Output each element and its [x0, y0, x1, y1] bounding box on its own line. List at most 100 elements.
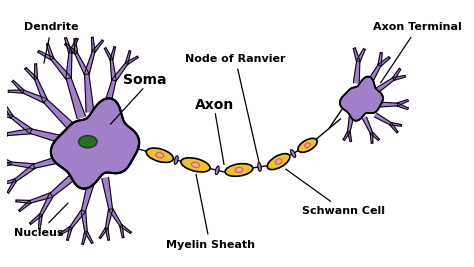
Polygon shape — [391, 123, 401, 126]
Ellipse shape — [156, 152, 164, 158]
Polygon shape — [340, 77, 383, 121]
Polygon shape — [50, 169, 82, 197]
Polygon shape — [0, 162, 11, 168]
Polygon shape — [347, 116, 354, 132]
Polygon shape — [15, 164, 36, 181]
Polygon shape — [16, 200, 30, 203]
Polygon shape — [7, 179, 17, 193]
Text: Axon: Axon — [195, 97, 235, 112]
Polygon shape — [378, 53, 382, 65]
Polygon shape — [66, 53, 72, 78]
Text: Node of Ranvier: Node of Ranvier — [185, 54, 286, 162]
Polygon shape — [75, 53, 89, 75]
Polygon shape — [397, 100, 408, 106]
Polygon shape — [397, 103, 408, 109]
Ellipse shape — [191, 162, 200, 168]
Polygon shape — [371, 132, 379, 140]
Ellipse shape — [79, 136, 97, 148]
Polygon shape — [3, 104, 13, 118]
Polygon shape — [353, 48, 360, 62]
Ellipse shape — [258, 163, 261, 171]
Polygon shape — [9, 90, 23, 93]
Polygon shape — [40, 194, 54, 215]
Polygon shape — [29, 193, 52, 203]
Polygon shape — [120, 225, 131, 233]
Polygon shape — [91, 37, 95, 52]
Polygon shape — [11, 162, 34, 168]
Polygon shape — [379, 57, 390, 66]
Polygon shape — [11, 116, 33, 133]
Polygon shape — [30, 214, 42, 224]
Ellipse shape — [291, 150, 296, 157]
Polygon shape — [105, 228, 109, 240]
Polygon shape — [46, 44, 54, 59]
Polygon shape — [370, 133, 373, 143]
Polygon shape — [44, 99, 75, 131]
Text: Dendrite: Dendrite — [24, 22, 79, 63]
Ellipse shape — [215, 166, 219, 175]
Polygon shape — [112, 63, 128, 82]
Ellipse shape — [146, 148, 173, 162]
Polygon shape — [81, 211, 87, 232]
Polygon shape — [374, 113, 392, 125]
Polygon shape — [34, 153, 72, 168]
Polygon shape — [59, 226, 72, 235]
Polygon shape — [67, 227, 72, 240]
Polygon shape — [51, 58, 71, 80]
Ellipse shape — [174, 156, 178, 164]
Polygon shape — [85, 231, 93, 243]
Polygon shape — [51, 98, 139, 189]
Polygon shape — [390, 123, 398, 133]
Polygon shape — [66, 77, 85, 119]
Polygon shape — [356, 49, 365, 62]
Ellipse shape — [225, 164, 253, 176]
Ellipse shape — [298, 138, 317, 152]
Ellipse shape — [181, 158, 210, 172]
Polygon shape — [70, 210, 85, 228]
Polygon shape — [106, 209, 113, 228]
Polygon shape — [0, 156, 11, 165]
Polygon shape — [82, 231, 87, 244]
Polygon shape — [69, 38, 78, 54]
Polygon shape — [126, 56, 138, 65]
Text: Axon Terminal: Axon Terminal — [374, 22, 462, 83]
Polygon shape — [38, 50, 53, 60]
Text: Nucleus: Nucleus — [14, 203, 68, 238]
Polygon shape — [104, 48, 113, 60]
Polygon shape — [7, 129, 31, 136]
Polygon shape — [0, 133, 8, 142]
Polygon shape — [379, 102, 397, 107]
Polygon shape — [367, 65, 381, 84]
Polygon shape — [354, 61, 360, 83]
Text: Myelin Sheath: Myelin Sheath — [165, 174, 255, 250]
Polygon shape — [347, 132, 352, 141]
Polygon shape — [109, 208, 122, 226]
Polygon shape — [343, 131, 350, 140]
Polygon shape — [25, 68, 37, 80]
Polygon shape — [102, 178, 112, 209]
Polygon shape — [92, 40, 103, 53]
Polygon shape — [393, 76, 405, 80]
Polygon shape — [64, 43, 77, 54]
Polygon shape — [82, 177, 96, 211]
Ellipse shape — [305, 143, 310, 148]
Polygon shape — [120, 225, 124, 238]
Polygon shape — [340, 77, 383, 121]
Polygon shape — [125, 51, 131, 64]
Polygon shape — [84, 74, 94, 112]
Polygon shape — [34, 64, 37, 79]
Polygon shape — [35, 78, 47, 102]
Polygon shape — [1, 179, 16, 185]
Polygon shape — [392, 68, 401, 80]
Polygon shape — [110, 47, 116, 60]
Polygon shape — [23, 90, 46, 103]
Polygon shape — [38, 215, 42, 229]
Polygon shape — [376, 78, 394, 92]
Ellipse shape — [267, 154, 290, 170]
Polygon shape — [64, 38, 72, 53]
Text: Schwann Cell: Schwann Cell — [286, 169, 385, 216]
Polygon shape — [30, 129, 69, 145]
Polygon shape — [19, 201, 31, 211]
Ellipse shape — [275, 159, 282, 164]
Polygon shape — [102, 80, 116, 114]
